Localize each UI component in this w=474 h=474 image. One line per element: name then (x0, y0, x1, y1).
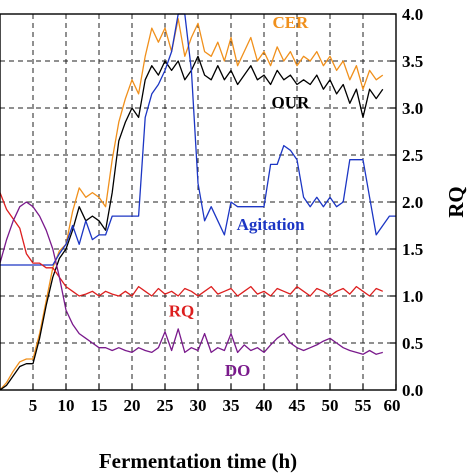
series-lines (0, 13, 396, 391)
y-tick-label: 1.0 (402, 287, 423, 306)
y-tick-label: 0.5 (402, 334, 423, 353)
x-tick-label: 55 (355, 396, 372, 415)
x-tick-label: 45 (289, 396, 306, 415)
y-tick-label: 2.5 (402, 146, 423, 165)
series-label-cer: CER (272, 13, 309, 32)
series-line-do (0, 201, 383, 355)
y-tick-label: 3.0 (402, 99, 423, 118)
series-line-rq (0, 192, 384, 297)
y-axis-label: RQ (444, 186, 468, 218)
series-labels: CER OUR Agitation RQ DO (169, 13, 310, 380)
x-tick-label: 20 (124, 396, 141, 415)
series-line-agitation (0, 13, 396, 266)
x-tick-label: 35 (223, 396, 240, 415)
y-tick-label: 3.5 (402, 52, 423, 71)
x-axis-ticks: 5 10 15 20 25 30 35 40 45 50 55 60 (29, 384, 401, 415)
series-label-do: DO (225, 361, 251, 380)
x-tick-label: 30 (190, 396, 207, 415)
y-tick-label: 2.0 (402, 193, 423, 212)
x-axis-label: Fermentation time (h) (99, 449, 297, 473)
x-tick-label: 25 (157, 396, 174, 415)
series-label-rq: RQ (169, 302, 195, 321)
y-tick-label: 1.5 (402, 240, 423, 259)
x-tick-label: 50 (322, 396, 339, 415)
x-tick-label: 40 (256, 396, 273, 415)
y-axis-ticks: 0.0 0.5 1.0 1.5 2.0 2.5 3.0 3.5 4.0 (390, 5, 423, 400)
x-tick-label: 5 (29, 396, 38, 415)
x-tick-label: 60 (384, 396, 401, 415)
series-label-agitation: Agitation (237, 215, 306, 234)
x-tick-label: 15 (91, 396, 108, 415)
series-label-our: OUR (272, 93, 311, 112)
x-tick-label: 10 (58, 396, 75, 415)
y-tick-label: 4.0 (402, 5, 423, 24)
y-tick-label: 0.0 (402, 381, 423, 400)
